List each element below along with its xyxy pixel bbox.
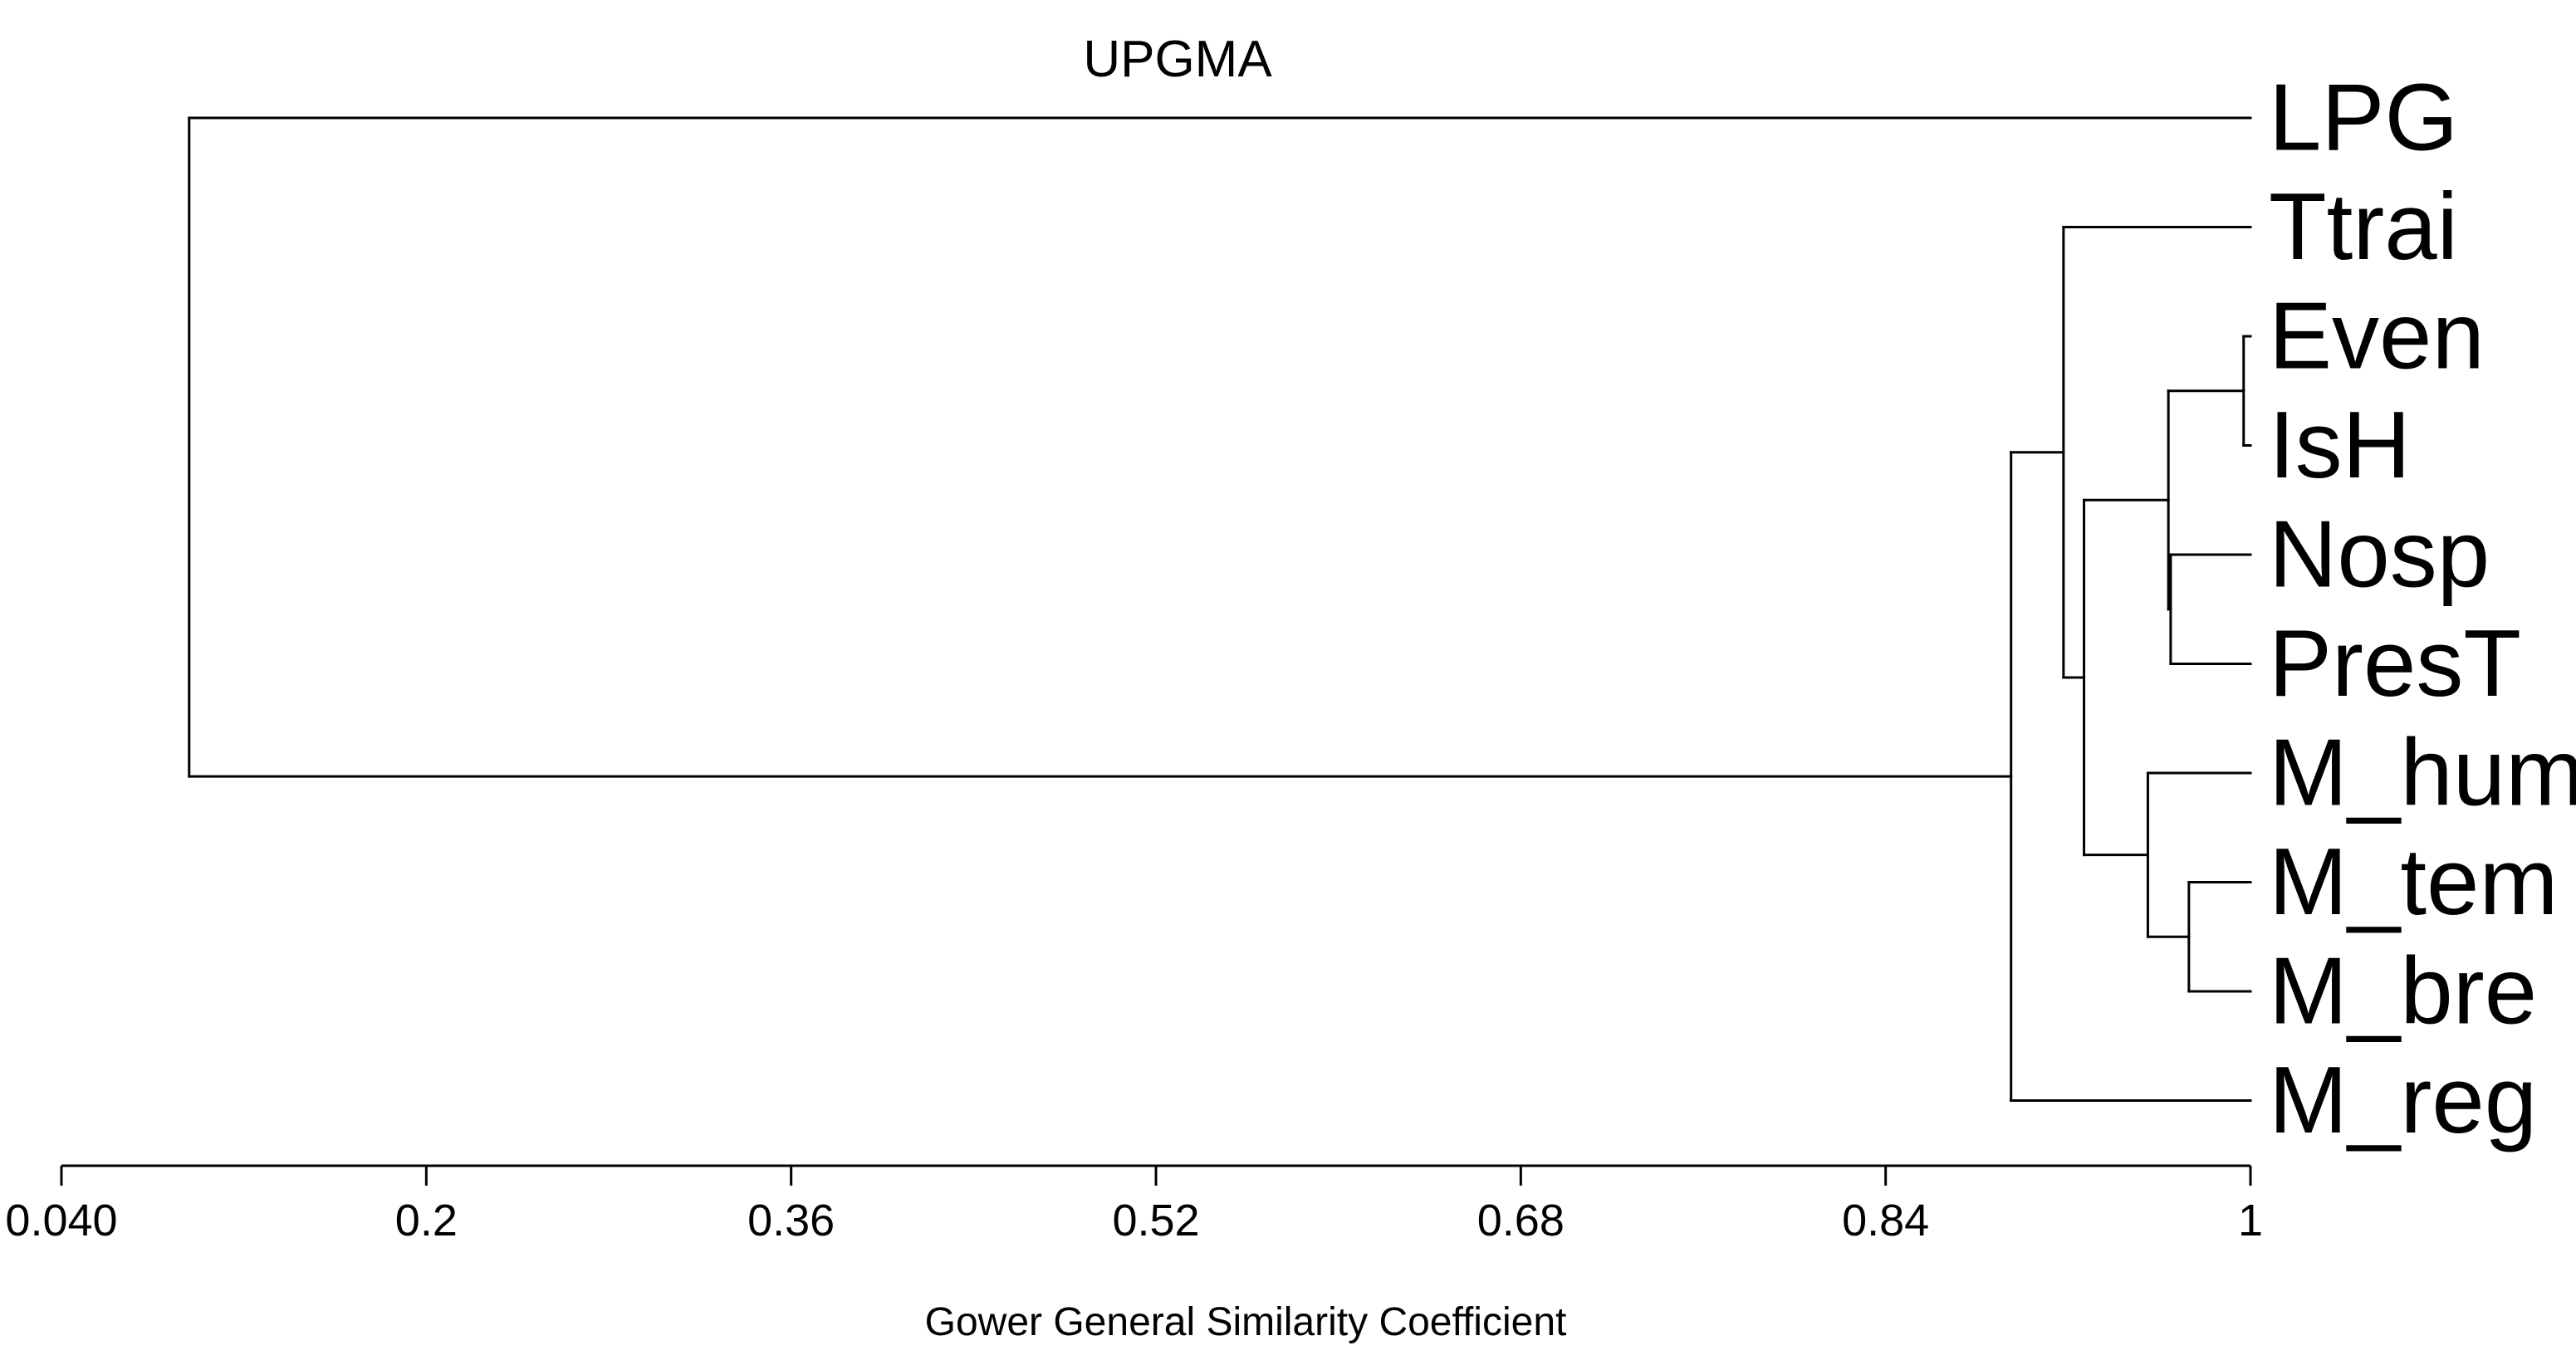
leaf-label: LPG bbox=[2269, 66, 2458, 171]
x-tick-label: 0.2 bbox=[395, 1196, 458, 1245]
leaf-label: M_hum bbox=[2269, 721, 2576, 826]
leaf-label: Nosp bbox=[2269, 502, 2490, 608]
x-axis-label: Gower General Similarity Coefficient bbox=[925, 1300, 1567, 1344]
leaf-label: Ttrai bbox=[2269, 174, 2458, 280]
leaf-label: M_reg bbox=[2269, 1048, 2537, 1153]
leaf-label: Even bbox=[2269, 284, 2485, 389]
leaf-label: PresT bbox=[2269, 611, 2521, 717]
leaf-label: M_tem bbox=[2269, 829, 2558, 935]
x-tick-label: 0.36 bbox=[747, 1196, 835, 1245]
leaf-labels: LPGTtraiEvenIsHNospPresTM_humM_temM_breM… bbox=[2269, 66, 2576, 1154]
x-tick-label: 0.68 bbox=[1477, 1196, 1565, 1245]
x-axis: 0.040 0.2 0.36 0.52 0.68 0.84 1 bbox=[5, 1164, 2263, 1245]
x-tick-label: 0.52 bbox=[1112, 1196, 1199, 1245]
x-tick-label: 1 bbox=[2238, 1196, 2263, 1245]
leaf-label: M_bre bbox=[2269, 939, 2537, 1045]
chart-title: UPGMA bbox=[1083, 31, 1272, 88]
leaf-label: IsH bbox=[2269, 393, 2411, 498]
dendrogram-tree bbox=[188, 116, 2252, 1102]
x-tick-label: 0.84 bbox=[1842, 1196, 1929, 1245]
x-tick-label: 0.040 bbox=[5, 1196, 117, 1245]
